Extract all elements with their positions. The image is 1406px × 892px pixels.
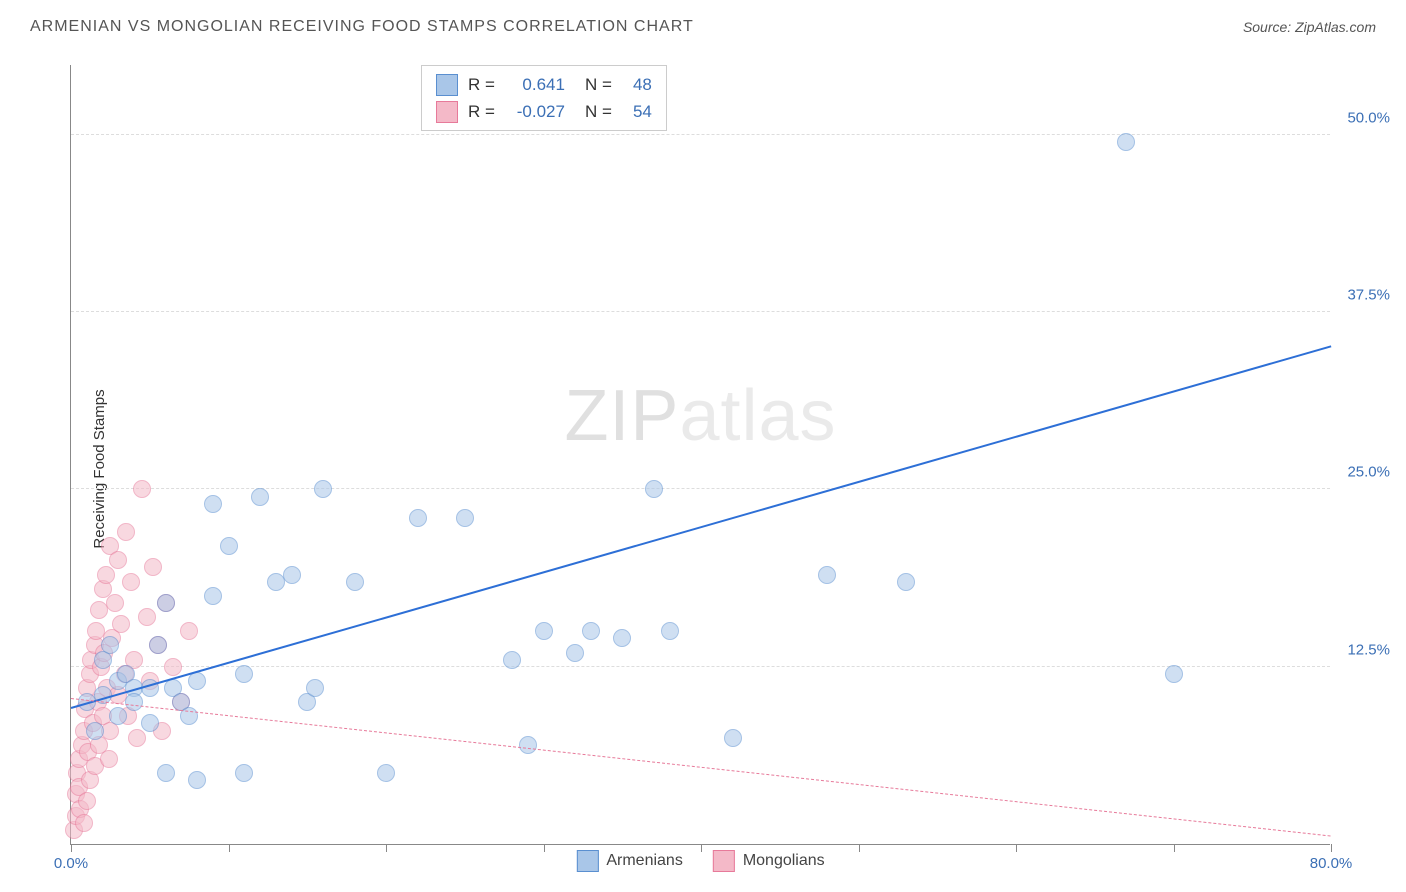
x-tick bbox=[71, 844, 72, 852]
legend-item-mongolians: Mongolians bbox=[713, 850, 825, 872]
chart-container: Receiving Food Stamps ZIPatlas R =0.641N… bbox=[30, 55, 1386, 882]
plot-area: ZIPatlas R =0.641N =48R =-0.027N =54 Arm… bbox=[70, 65, 1330, 845]
n-label: N = bbox=[585, 98, 612, 125]
data-point-armenians bbox=[86, 722, 104, 740]
data-point-armenians bbox=[346, 573, 364, 591]
data-point-mongolians bbox=[144, 558, 162, 576]
data-point-mongolians bbox=[97, 566, 115, 584]
watermark: ZIPatlas bbox=[564, 375, 836, 457]
data-point-mongolians bbox=[164, 658, 182, 676]
data-point-mongolians bbox=[75, 814, 93, 832]
n-value: 54 bbox=[622, 98, 652, 125]
data-point-armenians bbox=[519, 736, 537, 754]
r-label: R = bbox=[468, 98, 495, 125]
data-point-armenians bbox=[314, 480, 332, 498]
data-point-armenians bbox=[157, 764, 175, 782]
gridline bbox=[71, 666, 1330, 667]
data-point-mongolians bbox=[100, 750, 118, 768]
data-point-armenians bbox=[188, 771, 206, 789]
x-tick bbox=[1016, 844, 1017, 852]
data-point-armenians bbox=[456, 509, 474, 527]
data-point-armenians bbox=[306, 679, 324, 697]
data-point-mongolians bbox=[112, 615, 130, 633]
data-point-mongolians bbox=[180, 622, 198, 640]
stat-row-mongolians: R = -0.027 N = 54 bbox=[436, 98, 652, 125]
n-label: N = bbox=[585, 71, 612, 98]
data-point-armenians bbox=[204, 587, 222, 605]
legend-label: Armenians bbox=[606, 852, 682, 870]
data-point-armenians bbox=[235, 764, 253, 782]
x-tick bbox=[229, 844, 230, 852]
data-point-mongolians bbox=[138, 608, 156, 626]
legend-swatch bbox=[436, 101, 458, 123]
data-point-armenians bbox=[613, 629, 631, 647]
x-tick bbox=[701, 844, 702, 852]
data-point-armenians bbox=[141, 714, 159, 732]
source-credit: Source: ZipAtlas.com bbox=[1243, 19, 1376, 35]
y-tick-label: 25.0% bbox=[1347, 464, 1390, 481]
data-point-armenians bbox=[409, 509, 427, 527]
data-point-armenians bbox=[661, 622, 679, 640]
gridline bbox=[71, 134, 1330, 135]
legend-swatch bbox=[576, 850, 598, 872]
x-corner-left: 0.0% bbox=[54, 855, 88, 872]
trend-line-mongolians bbox=[71, 698, 1331, 837]
data-point-mongolians bbox=[122, 573, 140, 591]
data-point-mongolians bbox=[117, 523, 135, 541]
data-point-armenians bbox=[251, 488, 269, 506]
y-tick-label: 50.0% bbox=[1347, 109, 1390, 126]
data-point-armenians bbox=[582, 622, 600, 640]
x-tick bbox=[544, 844, 545, 852]
chart-title: ARMENIAN VS MONGOLIAN RECEIVING FOOD STA… bbox=[30, 18, 694, 36]
n-value: 48 bbox=[622, 71, 652, 98]
data-point-armenians bbox=[157, 594, 175, 612]
data-point-armenians bbox=[220, 537, 238, 555]
stat-row-armenians: R = 0.641 N = 48 bbox=[436, 71, 652, 98]
data-point-mongolians bbox=[133, 480, 151, 498]
data-point-armenians bbox=[235, 665, 253, 683]
x-tick bbox=[1331, 844, 1332, 852]
data-point-armenians bbox=[283, 566, 301, 584]
data-point-mongolians bbox=[109, 551, 127, 569]
legend-swatch bbox=[713, 850, 735, 872]
data-point-armenians bbox=[125, 693, 143, 711]
data-point-armenians bbox=[503, 651, 521, 669]
data-point-armenians bbox=[149, 636, 167, 654]
data-point-armenians bbox=[818, 566, 836, 584]
data-point-armenians bbox=[897, 573, 915, 591]
data-point-armenians bbox=[566, 644, 584, 662]
data-point-mongolians bbox=[128, 729, 146, 747]
trend-line-armenians bbox=[71, 346, 1332, 710]
data-point-armenians bbox=[101, 636, 119, 654]
r-label: R = bbox=[468, 71, 495, 98]
y-tick-label: 12.5% bbox=[1347, 641, 1390, 658]
r-value: -0.027 bbox=[505, 98, 565, 125]
x-tick bbox=[1174, 844, 1175, 852]
data-point-armenians bbox=[645, 480, 663, 498]
data-point-armenians bbox=[377, 764, 395, 782]
data-point-armenians bbox=[724, 729, 742, 747]
gridline bbox=[71, 311, 1330, 312]
x-tick bbox=[859, 844, 860, 852]
x-tick bbox=[386, 844, 387, 852]
series-legend: Armenians Mongolians bbox=[576, 850, 824, 872]
legend-item-armenians: Armenians bbox=[576, 850, 682, 872]
data-point-armenians bbox=[1165, 665, 1183, 683]
x-corner-right: 80.0% bbox=[1310, 855, 1353, 872]
r-value: 0.641 bbox=[505, 71, 565, 98]
data-point-armenians bbox=[1117, 133, 1135, 151]
data-point-armenians bbox=[535, 622, 553, 640]
data-point-armenians bbox=[109, 707, 127, 725]
correlation-legend: R = 0.641 N = 48 R = -0.027 N = 54 bbox=[421, 65, 667, 131]
y-tick-label: 37.5% bbox=[1347, 287, 1390, 304]
data-point-armenians bbox=[204, 495, 222, 513]
data-point-mongolians bbox=[78, 792, 96, 810]
legend-swatch bbox=[436, 74, 458, 96]
data-point-mongolians bbox=[106, 594, 124, 612]
legend-label: Mongolians bbox=[743, 852, 825, 870]
